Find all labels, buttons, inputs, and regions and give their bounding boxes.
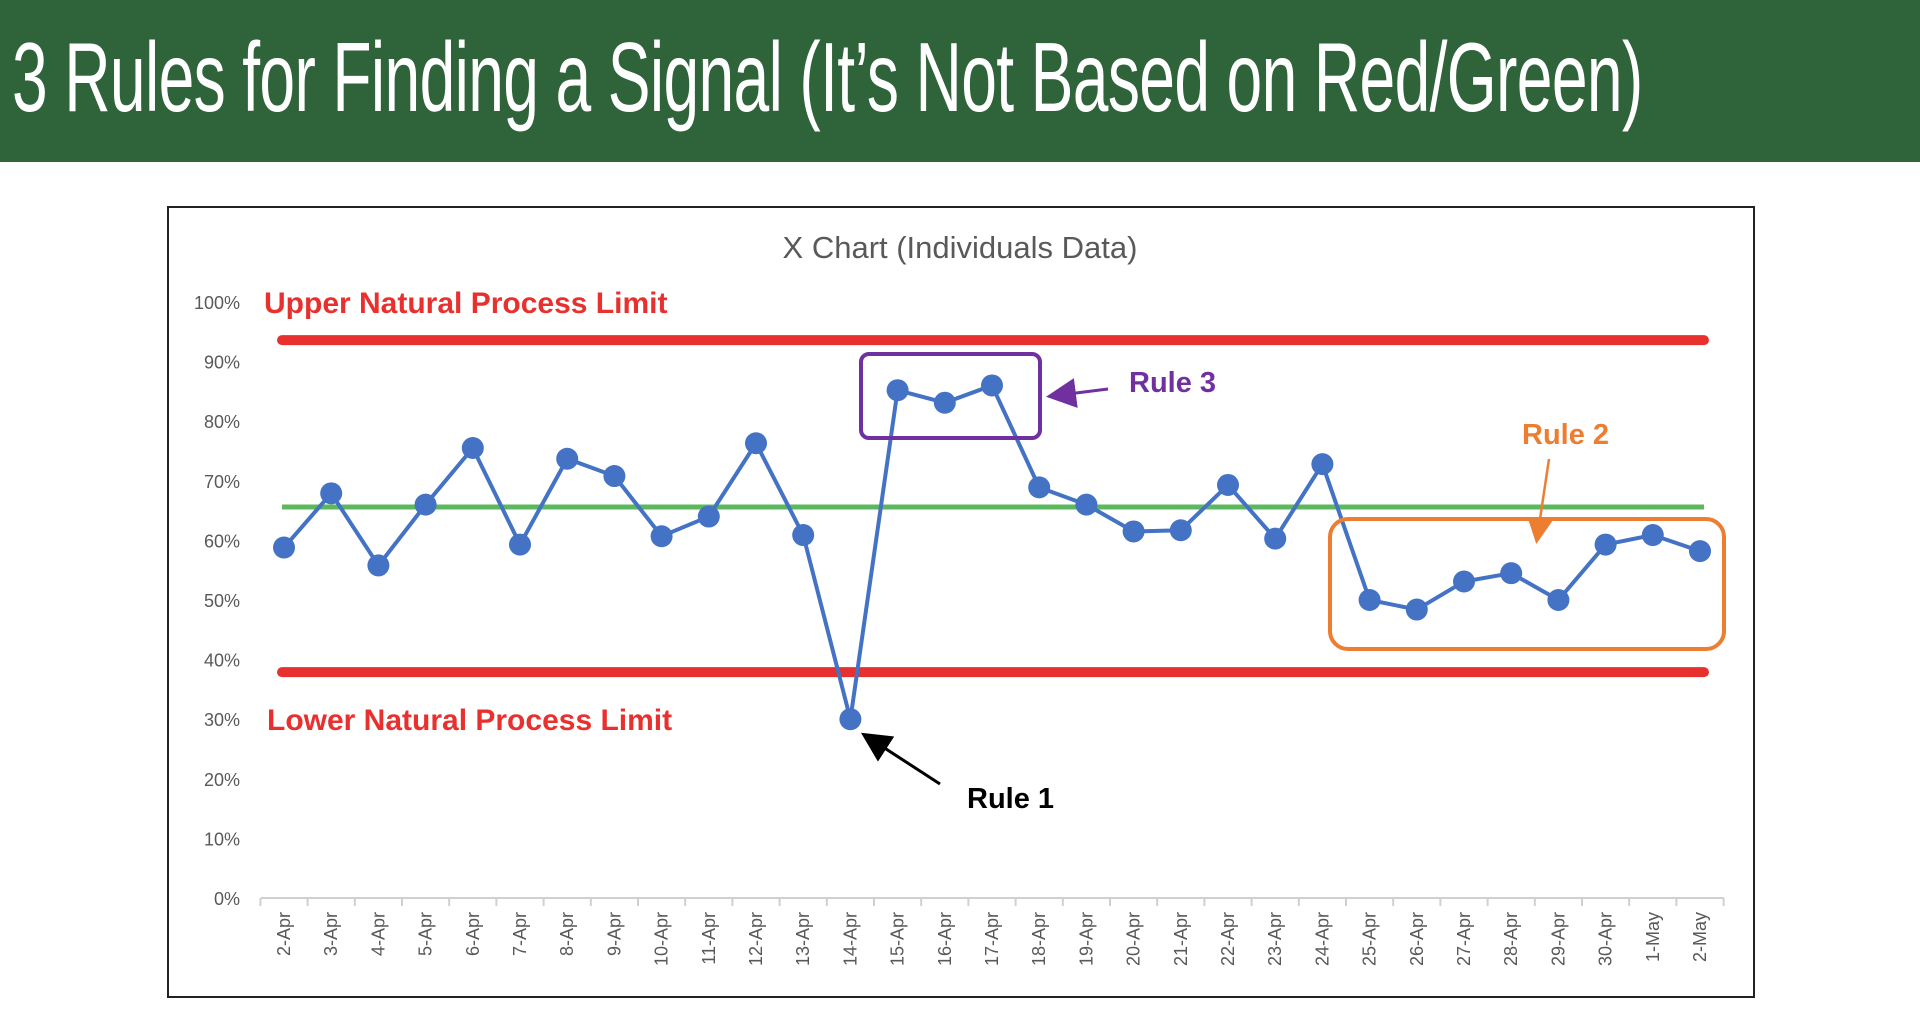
y-tick-label: 60% xyxy=(204,531,240,551)
x-tick-label: 1-May xyxy=(1643,912,1663,962)
x-tick-label: 12-Apr xyxy=(746,912,766,966)
y-tick-label: 40% xyxy=(204,651,240,671)
x-tick-label: 3-Apr xyxy=(321,912,341,956)
x-tick-label: 2-May xyxy=(1690,912,1710,962)
y-tick-label: 70% xyxy=(204,472,240,492)
y-tick-label: 20% xyxy=(204,770,240,790)
x-tick-label: 19-Apr xyxy=(1076,912,1096,966)
x-tick-label: 30-Apr xyxy=(1596,912,1616,966)
x-tick-label: 29-Apr xyxy=(1548,912,1568,966)
data-point xyxy=(509,533,531,556)
data-point xyxy=(886,379,909,402)
x-tick-label: 14-Apr xyxy=(840,912,860,966)
upper-limit-label: Upper Natural Process Limit xyxy=(264,287,667,320)
x-tick-label: 23-Apr xyxy=(1265,912,1285,966)
x-tick-label: 25-Apr xyxy=(1360,912,1380,966)
x-tick-label: 2-Apr xyxy=(274,912,294,956)
page-title: 3 Rules for Finding a Signal (It’s Not B… xyxy=(12,22,1643,132)
data-point xyxy=(697,505,720,528)
x-tick-label: 10-Apr xyxy=(652,912,672,966)
data-point xyxy=(1169,519,1192,542)
x-tick-label: 15-Apr xyxy=(888,912,908,966)
x-tick-label: 20-Apr xyxy=(1124,912,1144,966)
chart-frame xyxy=(167,206,1755,998)
y-tick-label: 10% xyxy=(204,829,240,849)
rule-1-arrow xyxy=(860,732,941,786)
chart-title: X Chart (Individuals Data) xyxy=(783,230,1138,265)
data-point xyxy=(556,447,579,470)
data-point xyxy=(1264,527,1287,550)
data-point xyxy=(1122,520,1145,543)
x-tick-label: 27-Apr xyxy=(1454,912,1474,966)
x-tick-label: 28-Apr xyxy=(1501,912,1521,966)
data-point xyxy=(981,374,1003,397)
y-tick-label: 80% xyxy=(204,412,240,432)
data-point xyxy=(1028,476,1051,499)
data-point xyxy=(414,493,437,516)
rule-2-label: Rule 2 xyxy=(1522,419,1609,451)
y-tick-label: 100% xyxy=(194,293,240,313)
data-point xyxy=(1405,598,1428,621)
y-tick-label: 0% xyxy=(214,889,240,909)
x-tick-label: 9-Apr xyxy=(604,912,624,956)
header-banner: 3 Rules for Finding a Signal (It’s Not B… xyxy=(0,0,1920,162)
lower-limit-label: Lower Natural Process Limit xyxy=(267,704,672,737)
x-tick-label: 17-Apr xyxy=(982,912,1002,966)
data-point xyxy=(367,554,390,577)
data-point xyxy=(1358,589,1381,611)
data-point xyxy=(792,524,815,547)
data-point xyxy=(650,525,673,548)
y-tick-label: 90% xyxy=(204,353,240,373)
data-point xyxy=(1311,453,1334,476)
x-tick-label: 22-Apr xyxy=(1218,912,1238,966)
data-point xyxy=(320,482,343,505)
data-point xyxy=(1217,473,1239,496)
rule-3-label: Rule 3 xyxy=(1129,367,1216,399)
x-tick-label: 13-Apr xyxy=(793,912,813,966)
y-tick-label: 30% xyxy=(204,710,240,730)
data-point xyxy=(933,391,956,414)
rule-2-arrow xyxy=(1527,458,1553,544)
data-point xyxy=(273,536,295,559)
x-tick-label: 18-Apr xyxy=(1029,912,1049,966)
rule-3-arrow xyxy=(1046,378,1109,408)
data-point xyxy=(1453,570,1475,593)
data-point xyxy=(1547,589,1570,611)
data-point xyxy=(839,708,862,731)
x-tick-label: 11-Apr xyxy=(699,912,719,965)
rule-3-box xyxy=(859,352,1042,440)
data-point xyxy=(1689,540,1711,563)
rule-1-label: Rule 1 xyxy=(967,783,1054,815)
x-tick-label: 8-Apr xyxy=(557,912,577,956)
x-tick-label: 5-Apr xyxy=(416,912,436,956)
data-point xyxy=(1500,562,1523,585)
x-tick-label: 26-Apr xyxy=(1407,912,1427,966)
data-point xyxy=(1594,533,1617,556)
data-point xyxy=(1641,524,1664,547)
x-tick-label: 21-Apr xyxy=(1171,912,1191,966)
x-tick-label: 24-Apr xyxy=(1312,912,1332,966)
x-tick-label: 4-Apr xyxy=(368,912,388,956)
x-tick-label: 16-Apr xyxy=(935,912,955,966)
data-point xyxy=(461,437,484,460)
rule-2-box xyxy=(1328,517,1726,651)
x-tick-label: 7-Apr xyxy=(510,912,530,956)
x-tick-label: 6-Apr xyxy=(463,912,483,956)
data-point xyxy=(1075,493,1098,516)
y-tick-label: 50% xyxy=(204,591,240,611)
data-point xyxy=(745,432,767,455)
data-point xyxy=(603,465,626,488)
